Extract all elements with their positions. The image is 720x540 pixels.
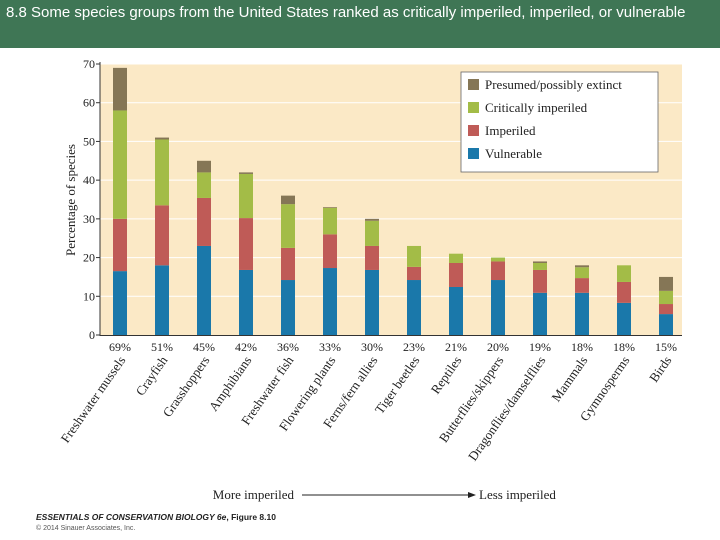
- total-percent-label: 18%: [613, 340, 635, 354]
- bar-segment-imperiled: [659, 304, 673, 315]
- y-tick-label: 10: [83, 289, 95, 303]
- book-title: ESSENTIALS OF CONSERVATION BIOLOGY 6e: [36, 512, 227, 522]
- bar-segment-presumed-possibly-extinct: [323, 207, 337, 209]
- bar-segment-imperiled: [365, 245, 379, 270]
- bar-segment-vulnerable: [491, 280, 505, 335]
- figure-credit: ESSENTIALS OF CONSERVATION BIOLOGY 6e, F…: [36, 512, 276, 522]
- bar-segment-vulnerable: [239, 269, 253, 335]
- y-tick-label: 20: [83, 251, 95, 265]
- bar-segment-critically-imperiled: [155, 139, 169, 206]
- total-percent-label: 20%: [487, 340, 509, 354]
- bar-segment-critically-imperiled: [365, 220, 379, 246]
- bar-segment-imperiled: [239, 218, 253, 270]
- bar-segment-vulnerable: [197, 245, 211, 335]
- total-percent-label: 23%: [403, 340, 425, 354]
- bar-segment-imperiled: [155, 205, 169, 266]
- bar-segment-vulnerable: [281, 280, 295, 335]
- figure-number: , Figure 8.10: [226, 512, 276, 522]
- bar-segment-critically-imperiled: [113, 110, 127, 219]
- bar-segment-critically-imperiled: [449, 253, 463, 263]
- bar-segment-imperiled: [281, 247, 295, 281]
- y-tick-label: 50: [83, 134, 95, 148]
- bar-segment-vulnerable: [449, 286, 463, 335]
- bar-segment-imperiled: [113, 218, 127, 272]
- total-percent-label: 42%: [235, 340, 257, 354]
- legend-label: Imperiled: [485, 123, 536, 138]
- bar-segment-imperiled: [197, 197, 211, 246]
- total-percent-label: 33%: [319, 340, 341, 354]
- bar-segment-imperiled: [407, 266, 421, 281]
- bar-segment-critically-imperiled: [281, 204, 295, 248]
- bar-segment-presumed-possibly-extinct: [575, 265, 589, 268]
- bar-segment-critically-imperiled: [239, 173, 253, 219]
- y-tick-label: 60: [83, 96, 95, 110]
- bar-segment-vulnerable: [113, 271, 127, 335]
- bar-segment-critically-imperiled: [533, 262, 547, 270]
- bar-segment-vulnerable: [407, 280, 421, 335]
- y-tick-label: 0: [89, 328, 95, 342]
- bar-segment-critically-imperiled: [617, 265, 631, 282]
- legend-label: Vulnerable: [485, 146, 542, 161]
- bar-segment-presumed-possibly-extinct: [113, 67, 127, 111]
- legend-swatch: [468, 125, 479, 136]
- total-percent-label: 19%: [529, 340, 551, 354]
- bar-segment-presumed-possibly-extinct: [155, 137, 169, 140]
- total-percent-label: 30%: [361, 340, 383, 354]
- copyright: © 2014 Sinauer Associates, Inc.: [36, 525, 136, 532]
- y-tick-label: 70: [83, 57, 95, 71]
- bar-segment-vulnerable: [533, 292, 547, 335]
- bar-segment-presumed-possibly-extinct: [197, 160, 211, 173]
- y-tick-label: 40: [83, 173, 95, 187]
- total-percent-label: 18%: [571, 340, 593, 354]
- legend-swatch: [468, 79, 479, 90]
- bar-segment-presumed-possibly-extinct: [239, 172, 253, 174]
- x-category-label: Reptiles: [428, 353, 465, 397]
- total-percent-label: 45%: [193, 340, 215, 354]
- bar-segment-vulnerable: [617, 302, 631, 335]
- y-tick-label: 30: [83, 212, 95, 226]
- bar-segment-vulnerable: [575, 292, 589, 335]
- y-axis-label: Percentage of species: [63, 144, 78, 256]
- bar-segment-critically-imperiled: [659, 290, 673, 305]
- bar-segment-imperiled: [575, 278, 589, 293]
- bar-segment-critically-imperiled: [197, 172, 211, 198]
- total-percent-label: 69%: [109, 340, 131, 354]
- bar-segment-critically-imperiled: [491, 257, 505, 262]
- bar-segment-presumed-possibly-extinct: [659, 276, 673, 291]
- legend-swatch: [468, 148, 479, 159]
- legend: Presumed/possibly extinct Critically impe…: [460, 71, 659, 173]
- bar-segment-presumed-possibly-extinct: [365, 218, 379, 221]
- bar-segment-critically-imperiled: [323, 208, 337, 235]
- total-percent-label: 36%: [277, 340, 299, 354]
- total-percent-label: 21%: [445, 340, 467, 354]
- arrow-head-icon: [468, 492, 476, 498]
- total-percent-label: 51%: [151, 340, 173, 354]
- bar-segment-presumed-possibly-extinct: [533, 261, 547, 263]
- slide-title: 8.8 Some species groups from the United …: [0, 0, 720, 48]
- x-category-label: Birds: [646, 353, 674, 385]
- bar-segment-vulnerable: [365, 269, 379, 335]
- bar-segment-imperiled: [533, 269, 547, 293]
- bar-segment-vulnerable: [659, 314, 673, 335]
- bar-segment-critically-imperiled: [407, 245, 421, 267]
- bar-segment-imperiled: [491, 261, 505, 281]
- x-category-label: Crayfish: [132, 353, 170, 399]
- x-category-label: Mammals: [548, 353, 590, 404]
- arrow-label-less: Less imperiled: [479, 487, 556, 502]
- total-percent-label: 15%: [655, 340, 677, 354]
- legend-swatch: [468, 102, 479, 113]
- legend-label: Critically imperiled: [485, 100, 588, 115]
- x-category-label: Freshwater mussels: [58, 353, 129, 445]
- bar-segment-imperiled: [449, 262, 463, 287]
- bar-segment-presumed-possibly-extinct: [281, 195, 295, 205]
- bar-segment-imperiled: [323, 234, 337, 269]
- bar-segment-vulnerable: [323, 268, 337, 335]
- arrow-label-more: More imperiled: [213, 487, 295, 502]
- bar-segment-imperiled: [617, 281, 631, 303]
- x-category-label: Dragonflies/damselflies: [465, 353, 549, 463]
- bar-segment-critically-imperiled: [575, 267, 589, 279]
- legend-label: Presumed/possibly extinct: [485, 77, 622, 92]
- bar-segment-vulnerable: [155, 265, 169, 335]
